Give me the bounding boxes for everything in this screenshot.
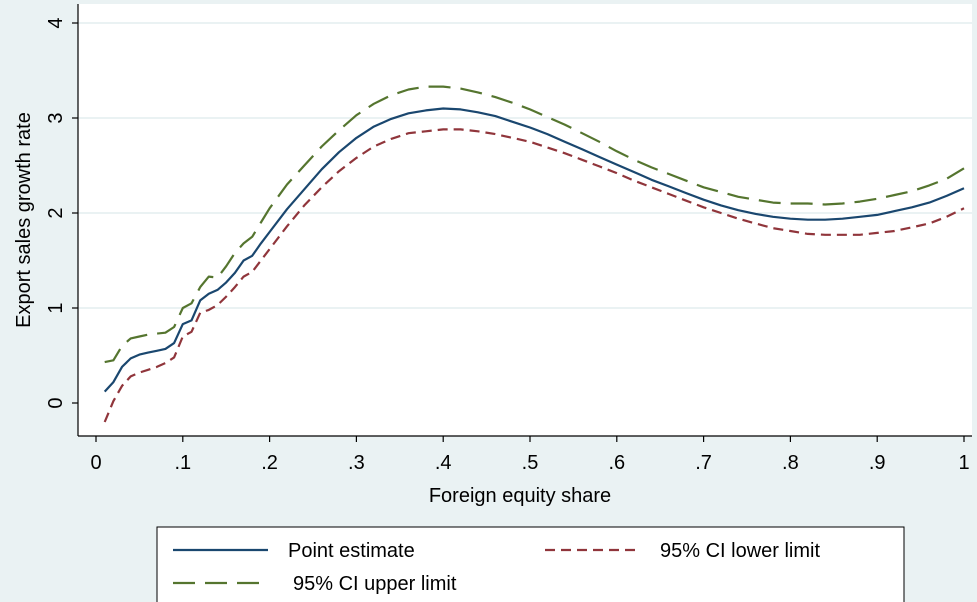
axes [77,4,972,437]
x-tick-label: .3 [348,452,365,474]
legend-label: 95% CI upper limit [293,573,457,595]
y-tick-label: 2 [45,207,67,218]
x-tick-label: .6 [608,452,625,474]
y-tick-label: 3 [45,112,67,123]
x-tick-label: .7 [695,452,712,474]
x-tick-label: .2 [261,452,278,474]
x-tick-label: 1 [958,452,969,474]
series-line-1 [103,107,965,393]
x-axis-label: Foreign equity share [429,485,611,507]
series-lines [103,85,965,423]
y-tick-label: 4 [45,17,67,28]
gridlines [78,22,972,309]
legend: Point estimate 95% CI lower limit 95% CI u… [156,526,905,602]
ticks: 0 .1 .2 .3 .4 .5 .6 .7 .8 .9 1 0 1 2 3 4 [45,17,970,474]
y-tick-label: 0 [45,397,67,408]
series-line-3 [104,85,965,364]
x-tick-label: .4 [435,452,452,474]
legend-items: Point estimate 95% CI lower limit 95% CI u… [173,540,820,595]
y-tick-label: 1 [45,302,67,313]
x-tick-label: .5 [522,452,539,474]
x-tick-label: .9 [869,452,886,474]
legend-label: Point estimate [288,540,415,562]
series-line-2 [103,128,965,423]
x-tick-label: 0 [90,452,101,474]
x-tick-label: .1 [174,452,191,474]
x-tick-label: .8 [782,452,799,474]
legend-label: 95% CI lower limit [660,540,820,562]
y-axis-label: Export sales growth rate [13,112,35,328]
legend-box [156,526,905,602]
